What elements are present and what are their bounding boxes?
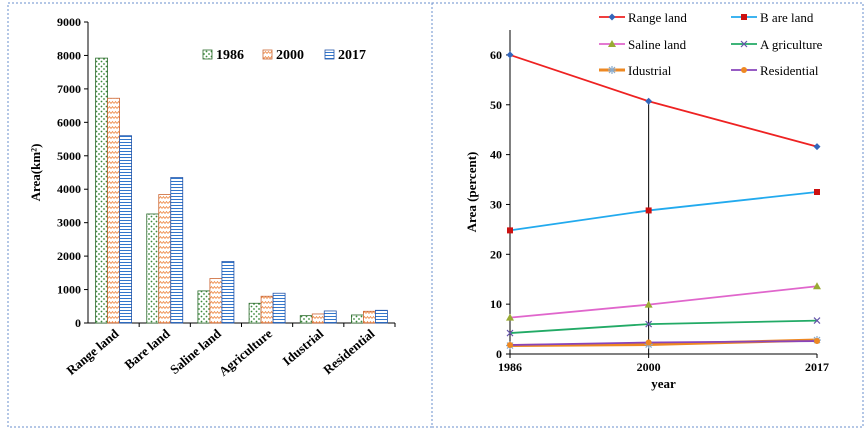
y-tick-label: 0 [496,347,502,361]
data-point [645,339,652,346]
y-tick-label: 9000 [57,15,81,29]
legend-marker [740,40,748,48]
bar-2000 [158,194,172,324]
category-label: Idustrial [279,326,326,369]
category-label: Saline land [167,325,225,377]
bar-2017 [221,261,235,324]
bar-2000 [209,278,223,324]
y-tick-label: 10 [490,297,502,311]
data-point [813,317,821,325]
bar-2017 [375,309,388,324]
data-point [645,207,652,214]
y-tick-label: 20 [490,247,502,261]
y-tick-label: 5000 [57,149,81,163]
category-label: Bare land [121,325,173,372]
x-tick-label: 2000 [637,360,661,374]
y-tick-label: 3000 [57,216,81,230]
legend-swatch-2017 [324,49,335,60]
legend-label: Idustrial [628,63,672,78]
x-tick-label: 1986 [498,360,522,374]
bar-2000 [363,310,376,324]
legend-label: Range land [628,10,687,25]
data-point [814,338,820,345]
category-label: Residential [320,326,378,378]
bar-1986 [95,57,108,324]
y-tick-label: 50 [490,98,502,112]
bar-2017 [170,177,184,324]
category-label: Range land [63,325,122,378]
y-tick-label: 60 [490,48,502,62]
legend-label: B are land [760,10,814,25]
x-axis-title: year [651,376,676,391]
data-point [507,342,513,349]
legend-marker [741,14,747,20]
legend-swatch-2000 [262,49,273,60]
bar-1986 [248,302,262,324]
bar-2017 [323,310,337,324]
y-axis-title: Area (percent) [464,152,479,233]
bar-1986 [197,290,211,324]
series-line-a-griculture [509,319,818,334]
line-chart: 0 10 20 30 40 50 60 1986 2000 2017 year Area (perce… [464,10,829,391]
x-tick-label: 2017 [805,360,829,374]
legend-label: 2017 [338,48,366,63]
data-point [645,97,653,105]
bar-2000 [260,295,274,324]
series-line-saline-land [509,285,818,319]
legend-label: Residential [760,63,819,78]
legend-label: 1986 [216,48,244,63]
data-point [507,227,513,234]
bar-2000 [107,97,120,324]
bar-chart: 0 1000 2000 3000 4000 5000 6000 7000 8000 9000 Are… [28,15,396,379]
category-label: Agriculture [216,326,275,379]
data-point [814,189,820,195]
data-point [645,320,653,328]
data-point [813,143,821,151]
legend-marker [741,67,747,73]
legend-marker [608,13,616,21]
bar-1986 [351,314,364,324]
bar-2000 [311,313,325,324]
legend-swatch-1986 [202,49,213,60]
y-tick-label: 1000 [57,283,81,297]
y-tick-label: 7000 [57,82,81,96]
y-tick-label: 8000 [57,48,81,62]
right-panel-border [431,2,864,428]
y-axis-title: Area(km²) [28,144,43,202]
legend-marker [608,40,616,47]
y-tick-label: 0 [75,316,81,330]
data-point [813,282,821,290]
legend-label: 2000 [276,48,304,63]
legend-marker [608,66,616,74]
y-tick-label: 30 [490,197,502,211]
bar-2017 [119,135,132,324]
data-point [506,313,514,321]
bar-1986 [299,315,313,324]
y-tick-label: 4000 [57,182,81,196]
series-line-b-are-land [509,191,818,232]
bar-1986 [146,213,160,324]
y-tick-label: 2000 [57,249,81,263]
legend-label: A griculture [760,37,823,52]
data-point [644,300,653,308]
y-tick-label: 6000 [57,115,81,129]
y-tick-label: 40 [490,148,502,162]
bar-2017 [272,292,286,324]
data-point [506,329,514,337]
data-point [506,51,514,59]
legend-label: Saline land [628,37,687,52]
